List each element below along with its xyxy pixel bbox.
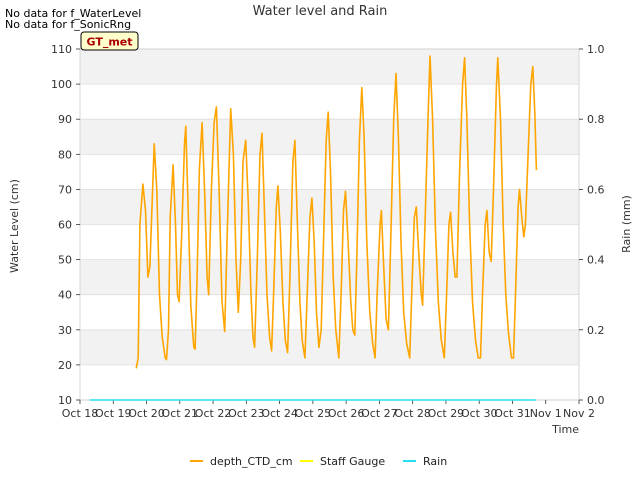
x-tick-label: Oct 27 bbox=[361, 407, 398, 420]
y-tick-label: 40 bbox=[58, 289, 72, 302]
x-tick-label: Oct 21 bbox=[162, 407, 199, 420]
x-tick-label: Oct 28 bbox=[394, 407, 431, 420]
x-tick-label: Oct 24 bbox=[261, 407, 298, 420]
x-tick-label: Nov 1 bbox=[530, 407, 562, 420]
legend: depth_CTD_cm Staff Gauge Rain bbox=[190, 455, 447, 468]
nodata-note-1: No data for f_WaterLevel bbox=[5, 7, 141, 20]
band bbox=[80, 364, 579, 400]
y-tick-label: 10 bbox=[58, 394, 72, 407]
y-tick-label: 110 bbox=[51, 43, 72, 56]
y-tick-label: 60 bbox=[58, 219, 72, 232]
x-tick-label: Oct 31 bbox=[494, 407, 531, 420]
x-tick-label: Nov 2 bbox=[563, 407, 595, 420]
y-tick-label: 90 bbox=[58, 113, 72, 126]
y-tick-label: 80 bbox=[58, 148, 72, 161]
x-tick-label: Oct 29 bbox=[428, 407, 465, 420]
y2-tick-label: 0.8 bbox=[587, 113, 605, 126]
badge-box bbox=[80, 31, 139, 51]
legend-label-staff-gauge: Staff Gauge bbox=[320, 455, 385, 468]
badge-label: GT_met bbox=[86, 36, 132, 49]
band bbox=[80, 259, 579, 295]
band bbox=[80, 329, 579, 365]
band bbox=[80, 49, 579, 85]
x-tick-label: Oct 23 bbox=[228, 407, 265, 420]
y-axis-right: 0.0 0.2 0.4 0.6 0.8 1.0 bbox=[579, 43, 605, 407]
x-tick-label: Oct 25 bbox=[295, 407, 332, 420]
band bbox=[80, 294, 579, 330]
band bbox=[80, 224, 579, 260]
x-axis-label: Time bbox=[551, 423, 579, 436]
series-line-depth-ctd-cm bbox=[135, 55, 538, 369]
x-tick-label: Oct 30 bbox=[461, 407, 498, 420]
y2-tick-label: 0.6 bbox=[587, 183, 605, 196]
y2-tick-label: 1.0 bbox=[587, 43, 605, 56]
series-lines bbox=[90, 55, 538, 401]
y2-tick-label: 0.2 bbox=[587, 324, 605, 337]
y-tick-label: 20 bbox=[58, 359, 72, 372]
x-tick-label: Oct 19 bbox=[95, 407, 132, 420]
y-tick-label: 100 bbox=[51, 78, 72, 91]
nodata-note-2: No data for f_SonicRng bbox=[5, 18, 131, 31]
y2-tick-label: 0.0 bbox=[587, 394, 605, 407]
x-tick-label: Oct 26 bbox=[328, 407, 365, 420]
legend-label-depth-ctd-cm: depth_CTD_cm bbox=[210, 455, 293, 468]
legend-label-rain: Rain bbox=[423, 455, 447, 468]
band bbox=[80, 84, 579, 120]
band bbox=[80, 189, 579, 225]
y-axis-left: 10 20 30 40 50 60 70 80 90 100 110 bbox=[51, 43, 80, 407]
chart-title: Water level and Rain bbox=[253, 4, 388, 19]
y-axis-label: Water Level (cm) bbox=[8, 179, 21, 273]
y-tick-label: 70 bbox=[58, 183, 72, 196]
y2-tick-label: 0.4 bbox=[587, 254, 605, 267]
x-tick-label: Oct 20 bbox=[128, 407, 165, 420]
x-tick-label: Oct 18 bbox=[62, 407, 99, 420]
y2-axis-label: Rain (mm) bbox=[620, 195, 633, 253]
y-tick-label: 30 bbox=[58, 324, 72, 337]
x-tick-label: Oct 22 bbox=[195, 407, 232, 420]
y-tick-label: 50 bbox=[58, 254, 72, 267]
